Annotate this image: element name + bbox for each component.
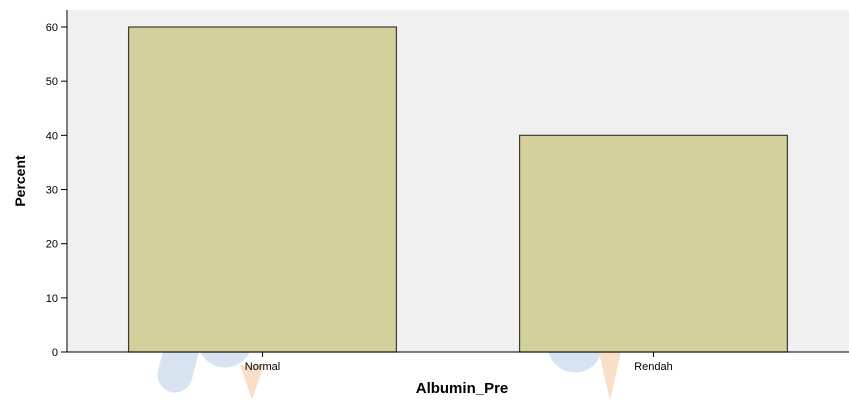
y-tick-label: 30 <box>46 185 58 197</box>
y-tick-label: 10 <box>46 293 58 305</box>
y-axis-title: Percent <box>12 155 28 207</box>
y-tick-label: 50 <box>46 76 58 88</box>
y-tick-label: 60 <box>46 22 58 34</box>
y-tick-label: 20 <box>46 239 58 251</box>
x-tick-label: Normal <box>245 361 280 373</box>
y-tick-label: 0 <box>52 347 58 359</box>
bar-normal <box>127 26 398 353</box>
bars <box>127 26 789 353</box>
x-tick-label: Rendah <box>634 361 673 373</box>
x-axis-ticks: Normal Rendah <box>245 352 673 373</box>
y-tick-label: 40 <box>46 130 58 142</box>
x-axis-title: Albumin_Pre <box>416 380 509 397</box>
bar-rendah <box>518 134 789 353</box>
y-axis-ticks: 0 10 20 30 40 50 60 <box>46 22 67 359</box>
